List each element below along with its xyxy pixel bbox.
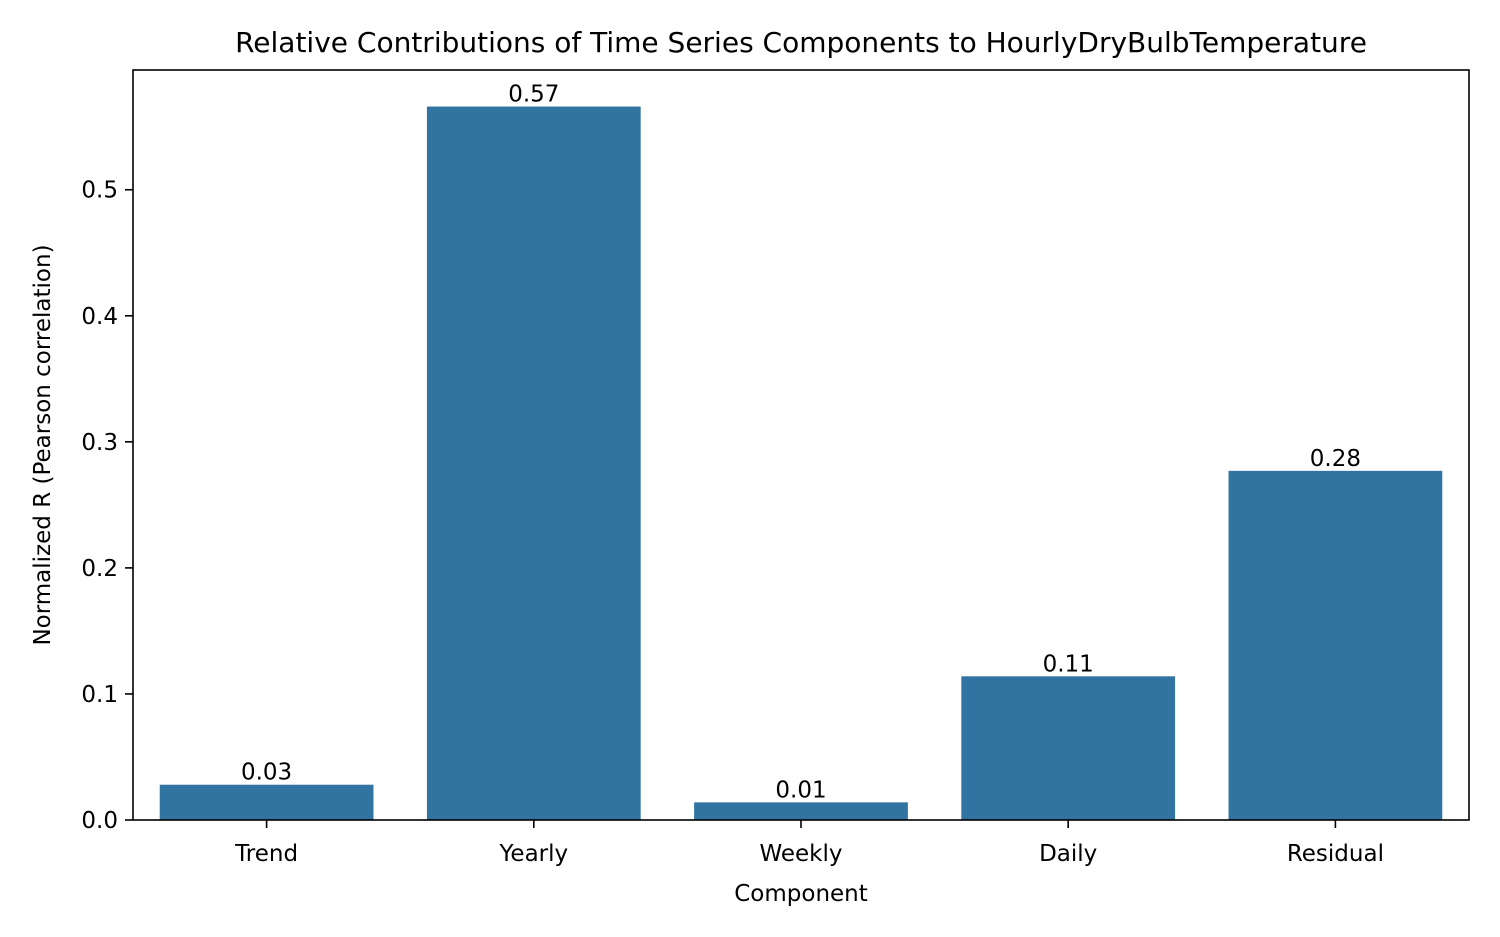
y-tick-label: 0.0 [81, 808, 118, 834]
data-label-residual: 0.28 [1310, 446, 1361, 472]
x-tick-label-trend: Trend [234, 841, 298, 867]
y-tick-label: 0.4 [81, 304, 118, 330]
y-axis-label: Normalized R (Pearson correlation) [30, 244, 56, 645]
y-tick-label: 0.1 [81, 682, 118, 708]
x-axis-label: Component [734, 881, 868, 907]
data-label-yearly: 0.57 [508, 82, 559, 108]
y-tick-label: 0.2 [81, 556, 118, 582]
x-tick-label-residual: Residual [1287, 841, 1384, 867]
data-label-trend: 0.03 [241, 760, 292, 786]
bars-layer [159, 106, 1443, 820]
y-axis: 0.0 0.1 0.2 0.3 0.4 0.5 [81, 178, 133, 834]
x-tick-label-weekly: Weekly [759, 841, 842, 867]
bar-trend [159, 784, 374, 820]
x-axis: Trend Yearly Weekly Daily Residual [234, 820, 1384, 867]
bar-weekly [694, 802, 908, 820]
bar-residual [1228, 470, 1443, 820]
bar-yearly [426, 106, 641, 820]
data-label-weekly: 0.01 [775, 777, 826, 803]
chart-title: Relative Contributions of Time Series Co… [235, 26, 1367, 59]
bar-daily [961, 676, 1176, 820]
x-tick-label-yearly: Yearly [498, 841, 568, 867]
x-tick-label-daily: Daily [1039, 841, 1097, 867]
data-label-daily: 0.11 [1043, 651, 1094, 677]
y-tick-label: 0.5 [81, 178, 118, 204]
data-labels-layer: 0.03 0.57 0.01 0.11 0.28 [241, 82, 1361, 804]
y-tick-label: 0.3 [81, 430, 118, 456]
